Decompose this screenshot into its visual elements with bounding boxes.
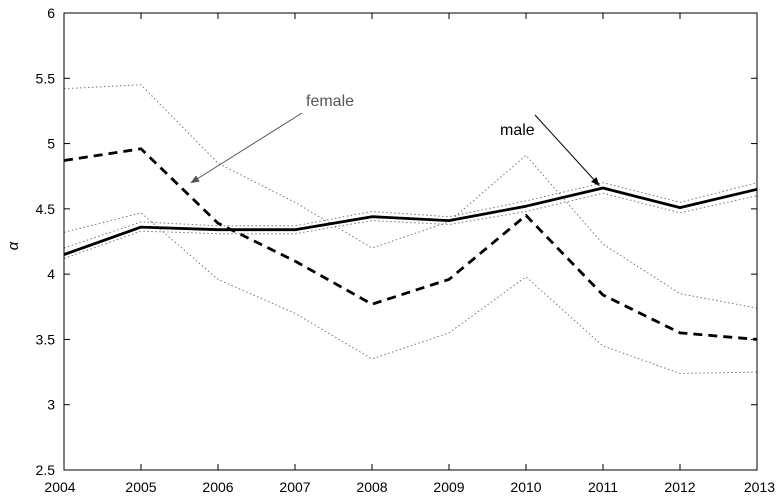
x-tick-label: 2006 — [202, 479, 233, 495]
annotation-layer: female male — [190, 93, 600, 187]
x-tick-label: 2011 — [588, 479, 618, 495]
series-line-male — [63, 186, 758, 256]
y-tick-labels: 2.5 3 3.5 4 4.5 5 5.5 6 — [36, 5, 56, 478]
x-tick-label: 2008 — [356, 479, 387, 495]
x-tick-label: 2005 — [125, 479, 156, 495]
y-tick-label: 3.5 — [36, 331, 56, 347]
series-line-male-upper — [63, 182, 758, 249]
y-tick-label: 2.5 — [36, 462, 56, 478]
y-tick-label: 6 — [47, 5, 55, 21]
x-tick-label: 2007 — [279, 479, 310, 495]
y-tick-label: 5 — [47, 136, 55, 152]
y-tick-label: 4.5 — [36, 201, 56, 217]
series-layer — [63, 84, 758, 374]
ticks-layer — [63, 12, 758, 471]
x-tick-label: 2012 — [664, 479, 695, 495]
x-tick-label: 2013 — [744, 479, 775, 495]
x-tick-label: 2010 — [510, 479, 541, 495]
female-arrow — [190, 112, 303, 184]
series-line-female-upper — [63, 84, 758, 309]
y-tick-label: 4 — [47, 266, 55, 282]
y-axis-label: α — [5, 241, 22, 250]
y-tick-label: 5.5 — [36, 70, 56, 86]
plot-area — [64, 13, 757, 470]
series-line-male-lower — [63, 192, 758, 259]
x-tick-label: 2009 — [433, 479, 464, 495]
x-tick-labels: 2004 2005 2006 2007 2008 2009 2010 2011 2012 2013 — [44, 479, 775, 495]
series-line-female — [63, 147, 758, 341]
axes-box — [63, 12, 758, 471]
female-label: female — [306, 93, 354, 110]
male-label: male — [500, 122, 535, 139]
male-arrow — [534, 114, 600, 187]
x-tick-label: 2004 — [44, 479, 75, 495]
y-tick-label: 3 — [47, 397, 55, 413]
